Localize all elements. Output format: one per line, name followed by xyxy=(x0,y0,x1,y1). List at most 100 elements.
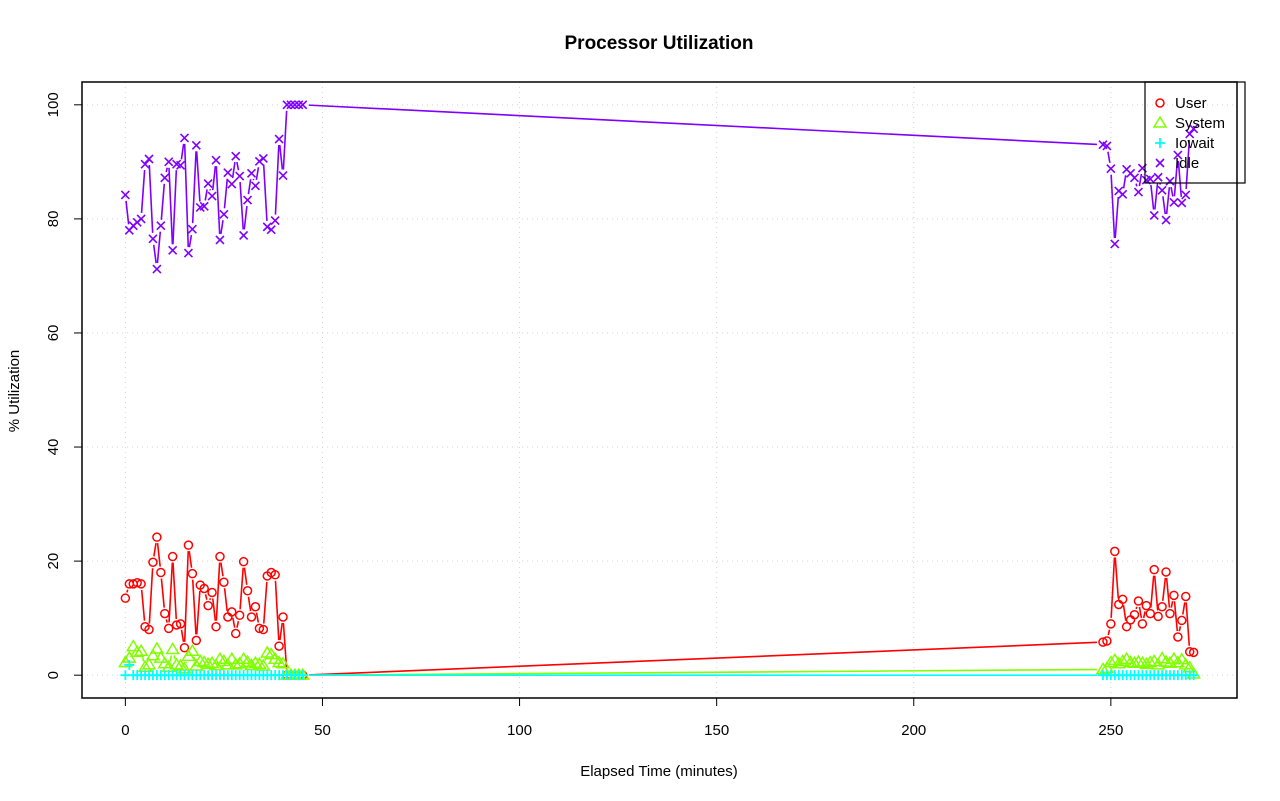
data-point xyxy=(207,191,217,201)
data-point xyxy=(227,607,237,617)
series-line-segment xyxy=(195,590,201,635)
data-point xyxy=(149,641,165,654)
series-line-segment xyxy=(223,588,228,612)
series-line-segment xyxy=(156,543,161,567)
data-point xyxy=(125,639,141,652)
data-point xyxy=(1129,609,1140,620)
series-line-segment xyxy=(204,189,208,201)
y-tick-label: 20 xyxy=(45,553,62,570)
series-line-segment xyxy=(153,542,157,557)
series-line-segment xyxy=(262,581,268,624)
data-point xyxy=(211,155,221,165)
series-line-segment xyxy=(126,589,129,593)
series-line-segment xyxy=(183,551,190,642)
series-line-segment xyxy=(1170,601,1174,608)
data-point xyxy=(169,657,184,670)
data-point xyxy=(1149,210,1159,221)
data-point xyxy=(298,100,308,110)
series-line-segment xyxy=(220,562,224,577)
data-point xyxy=(1173,632,1183,642)
series-line-segment xyxy=(1107,629,1111,636)
data-point xyxy=(144,154,154,164)
series-system xyxy=(118,639,1201,680)
data-point xyxy=(1185,129,1195,139)
series-line-segment xyxy=(191,151,197,224)
data-point xyxy=(1161,215,1171,225)
series-line-segment xyxy=(1154,183,1159,210)
data-point xyxy=(1177,615,1187,626)
series-line-segment xyxy=(1161,577,1167,601)
x-axis: 0 50 100 150 200 250 xyxy=(121,697,1123,739)
data-point xyxy=(270,216,280,226)
data-point xyxy=(227,179,237,189)
data-point xyxy=(234,610,245,621)
data-point xyxy=(248,655,263,668)
data-point xyxy=(120,593,131,603)
series-line-segment xyxy=(195,151,201,202)
y-axis-label: % Utilization xyxy=(6,350,23,433)
data-point xyxy=(1149,564,1159,575)
data-point xyxy=(141,657,157,670)
series-line-segment xyxy=(1114,557,1120,599)
data-point xyxy=(242,195,253,205)
series-line-segment xyxy=(231,161,236,179)
x-tick-label: 250 xyxy=(1098,722,1123,739)
data-point xyxy=(1169,197,1179,207)
legend-marker xyxy=(1155,138,1165,148)
series-line-segment xyxy=(1142,611,1146,619)
series-line-segment xyxy=(278,144,284,170)
series-line-segment xyxy=(1107,151,1111,163)
data-point xyxy=(200,656,216,670)
data-point xyxy=(1181,591,1191,602)
data-point xyxy=(196,655,212,668)
series-line-segment xyxy=(215,166,221,235)
data-point xyxy=(192,654,208,667)
plot-frame xyxy=(81,81,1238,699)
chart-title: Processor Utilization xyxy=(565,33,754,54)
data-point xyxy=(1106,619,1116,629)
data-point xyxy=(1102,636,1112,646)
data-point xyxy=(129,644,145,658)
series-line-segment xyxy=(220,220,224,235)
data-point xyxy=(168,245,178,255)
series-line-segment xyxy=(1173,160,1179,197)
data-point xyxy=(179,643,190,653)
data-point xyxy=(211,621,221,632)
legend-marker xyxy=(1155,98,1165,108)
data-point xyxy=(156,221,166,231)
y-tick-label: 40 xyxy=(45,439,62,456)
series-line-segment xyxy=(1138,606,1143,619)
series-line-segment xyxy=(160,183,166,220)
series-line-segment xyxy=(141,656,145,662)
series-line-segment xyxy=(1173,601,1179,632)
data-point xyxy=(239,230,249,240)
series-line-segment xyxy=(1114,196,1120,239)
data-point xyxy=(1165,608,1175,619)
legend-marker xyxy=(1155,158,1165,168)
data-point xyxy=(223,168,233,178)
data-point xyxy=(1115,654,1131,667)
data-point xyxy=(246,612,257,622)
data-point xyxy=(1098,637,1108,647)
series-line-segment xyxy=(247,596,252,612)
series-line-segment xyxy=(282,110,288,170)
data-point xyxy=(164,157,174,167)
series-line-segment xyxy=(140,589,146,621)
data-point xyxy=(187,568,198,579)
series-line-segment xyxy=(1122,175,1127,189)
data-point xyxy=(274,134,284,144)
data-point xyxy=(199,583,209,594)
series-line-segment xyxy=(1170,186,1174,197)
series-line-segment xyxy=(255,612,260,623)
series-layer xyxy=(118,100,1201,681)
x-tick-label: 150 xyxy=(704,722,729,739)
series-line-segment xyxy=(1110,557,1116,618)
data-point xyxy=(199,201,209,211)
series-line-segment xyxy=(1181,602,1186,615)
data-point xyxy=(160,608,170,619)
series-line-segment xyxy=(232,617,236,628)
data-point xyxy=(140,159,150,169)
data-point xyxy=(120,190,130,200)
data-point xyxy=(1141,600,1152,611)
